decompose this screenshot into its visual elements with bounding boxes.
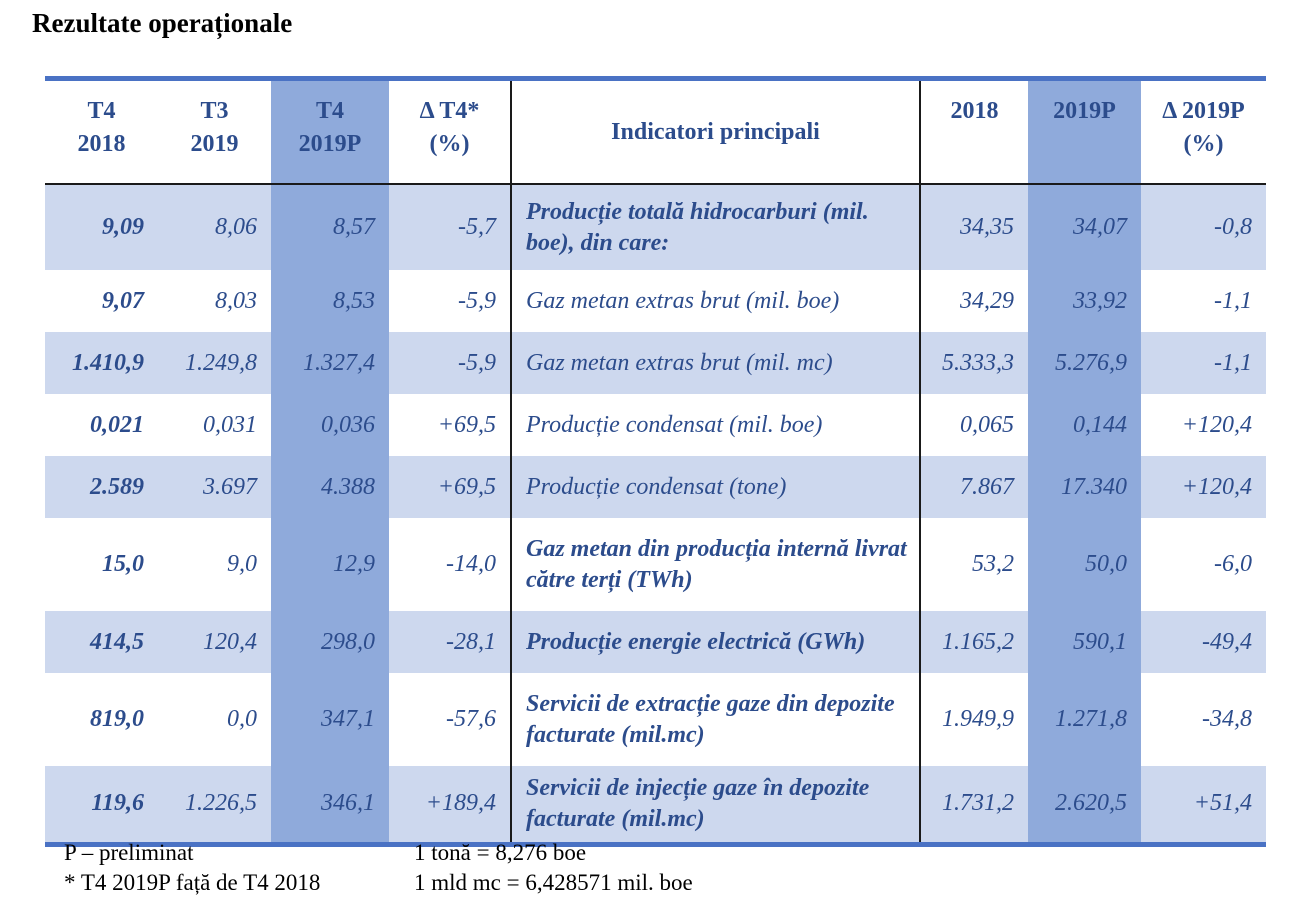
cell-delta-2019p: +51,4 <box>1141 766 1266 844</box>
cell-2019p: 33,92 <box>1028 270 1141 332</box>
cell-t4-2019p: 0,036 <box>271 394 389 456</box>
table-row: 9,09 8,06 8,57 -5,7 Producție totală hid… <box>45 184 1266 270</box>
cell-t4-2019p: 346,1 <box>271 766 389 844</box>
cell-2018: 1.165,2 <box>920 611 1028 673</box>
cell-indicator: Gaz metan extras brut (mil. mc) <box>510 332 921 394</box>
header-t3-2019: T3 2019 <box>158 78 271 185</box>
cell-2019p: 1.271,8 <box>1028 673 1141 766</box>
table-row: 9,07 8,03 8,53 -5,9 Gaz metan extras bru… <box>45 270 1266 332</box>
cell-2018: 7.867 <box>920 456 1028 518</box>
cell-delta-t4: +189,4 <box>389 766 511 844</box>
operational-results-table: T4 2018 T3 2019 T4 2019P Δ T4* (%) Indicator… <box>45 76 1266 847</box>
cell-delta-t4: -5,7 <box>389 184 511 270</box>
cell-delta-2019p: +120,4 <box>1181 411 1252 438</box>
cell-t4-2018: 9,07 <box>102 287 144 314</box>
table-row: 414,5 120,4 298,0 -28,1 Producție energi… <box>45 611 1266 673</box>
footnote-ton-conversion: 1 tonă = 8,276 boe <box>414 840 587 865</box>
cell-t3-2019: 1.249,8 <box>158 332 271 394</box>
cell-t3-2019: 8,03 <box>215 287 257 314</box>
cell-2018: 1.731,2 <box>920 766 1028 844</box>
cell-delta-2019p: -1,1 <box>1214 287 1252 314</box>
cell-2019p: 34,07 <box>1028 184 1141 270</box>
cell-t4-2019p: 347,1 <box>271 673 389 766</box>
cell-delta-t4: -5,9 <box>389 332 511 394</box>
header-2019p: 2019P <box>1028 78 1141 185</box>
header-indicator: Indicatori principali <box>510 78 921 185</box>
cell-delta-t4: -5,9 <box>458 287 496 314</box>
cell-t4-2018: 9,09 <box>45 184 158 270</box>
cell-delta-2019p: -34,8 <box>1202 706 1252 732</box>
cell-indicator: Producție totală hidrocarburi (mil. boe)… <box>510 184 921 270</box>
cell-delta-2019p: -1,1 <box>1141 332 1266 394</box>
cell-indicator: Servicii de injecție gaze în depozite fa… <box>510 766 921 844</box>
cell-t4-2019p: 8,53 <box>271 270 389 332</box>
cell-delta-t4: +69,5 <box>437 411 496 438</box>
cell-t3-2019: 1.226,5 <box>158 766 271 844</box>
cell-2019p: 2.620,5 <box>1028 766 1141 844</box>
cell-2019p: 5.276,9 <box>1028 332 1141 394</box>
footnote-comparison: * T4 2019P față de T4 2018 <box>64 870 321 895</box>
cell-t3-2019: 0,0 <box>227 706 257 732</box>
footnote-mc-conversion: 1 mld mc = 6,428571 mil. boe <box>414 870 693 895</box>
cell-delta-2019p: -49,4 <box>1141 611 1266 673</box>
cell-indicator: Gaz metan extras brut (mil. boe) <box>510 270 921 332</box>
cell-t3-2019: 9,0 <box>227 551 257 577</box>
cell-t4-2019p: 1.327,4 <box>271 332 389 394</box>
cell-2018: 5.333,3 <box>920 332 1028 394</box>
cell-t4-2019p: 4.388 <box>271 456 389 518</box>
header-t4-2018: T4 2018 <box>45 78 158 185</box>
table-row: 119,6 1.226,5 346,1 +189,4 Servicii de i… <box>45 766 1266 844</box>
cell-2018: 53,2 <box>972 551 1014 577</box>
header-delta-2019p: Δ 2019P (%) <box>1141 78 1266 185</box>
cell-t4-2018: 819,0 <box>90 706 144 732</box>
cell-2018: 0,065 <box>960 411 1014 438</box>
cell-indicator: Producție energie electrică (GWh) <box>510 611 921 673</box>
cell-t4-2018: 15,0 <box>102 551 144 577</box>
table-row: 2.589 3.697 4.388 +69,5 Producție conden… <box>45 456 1266 518</box>
table-row: 1.410,9 1.249,8 1.327,4 -5,9 Gaz metan e… <box>45 332 1266 394</box>
cell-t4-2018: 119,6 <box>45 766 158 844</box>
cell-2019p: 0,144 <box>1028 394 1141 456</box>
cell-indicator: Producție condensat (mil. boe) <box>510 394 921 456</box>
cell-2018: 34,35 <box>920 184 1028 270</box>
cell-delta-t4: -57,6 <box>446 706 496 732</box>
table-header-row: T4 2018 T3 2019 T4 2019P Δ T4* (%) Indicator… <box>45 78 1266 185</box>
cell-2019p: 590,1 <box>1028 611 1141 673</box>
cell-t4-2018: 414,5 <box>45 611 158 673</box>
cell-t3-2019: 8,06 <box>158 184 271 270</box>
cell-indicator: Servicii de extracție gaze din depozite … <box>510 673 921 766</box>
cell-t4-2018: 1.410,9 <box>45 332 158 394</box>
cell-delta-2019p: -0,8 <box>1141 184 1266 270</box>
cell-2018: 1.949,9 <box>942 706 1014 732</box>
cell-t4-2018: 2.589 <box>45 456 158 518</box>
cell-t3-2019: 3.697 <box>158 456 271 518</box>
header-t4-2019p: T4 2019P <box>271 78 389 185</box>
cell-delta-2019p: -6,0 <box>1214 551 1252 577</box>
cell-t4-2019p: 12,9 <box>271 518 389 611</box>
operational-results-table-wrapper: T4 2018 T3 2019 T4 2019P Δ T4* (%) Indicator… <box>45 76 1266 847</box>
cell-indicator: Producție condensat (tone) <box>510 456 921 518</box>
cell-indicator: Gaz metan din producția internă livrat c… <box>510 518 921 611</box>
cell-delta-t4: -14,0 <box>446 551 496 577</box>
cell-t3-2019: 120,4 <box>158 611 271 673</box>
cell-2019p: 17.340 <box>1028 456 1141 518</box>
cell-2019p: 50,0 <box>1028 518 1141 611</box>
cell-2018: 34,29 <box>960 287 1014 314</box>
cell-t4-2018: 0,021 <box>90 411 144 438</box>
cell-t4-2019p: 8,57 <box>271 184 389 270</box>
header-delta-t4: Δ T4* (%) <box>389 78 511 185</box>
cell-delta-t4: -28,1 <box>389 611 511 673</box>
table-row: 15,0 9,0 12,9 -14,0 Gaz metan din produc… <box>45 518 1266 611</box>
table-row: 0,021 0,031 0,036 +69,5 Producție conden… <box>45 394 1266 456</box>
cell-t3-2019: 0,031 <box>203 411 257 438</box>
cell-delta-t4: +69,5 <box>389 456 511 518</box>
cell-t4-2019p: 298,0 <box>271 611 389 673</box>
footnote-preliminary: P – preliminat <box>64 840 194 865</box>
cell-delta-2019p: +120,4 <box>1141 456 1266 518</box>
page-title: Rezultate operaționale <box>32 8 293 38</box>
header-2018: 2018 <box>920 78 1028 185</box>
table-row: 819,0 0,0 347,1 -57,6 Servicii de extrac… <box>45 673 1266 766</box>
